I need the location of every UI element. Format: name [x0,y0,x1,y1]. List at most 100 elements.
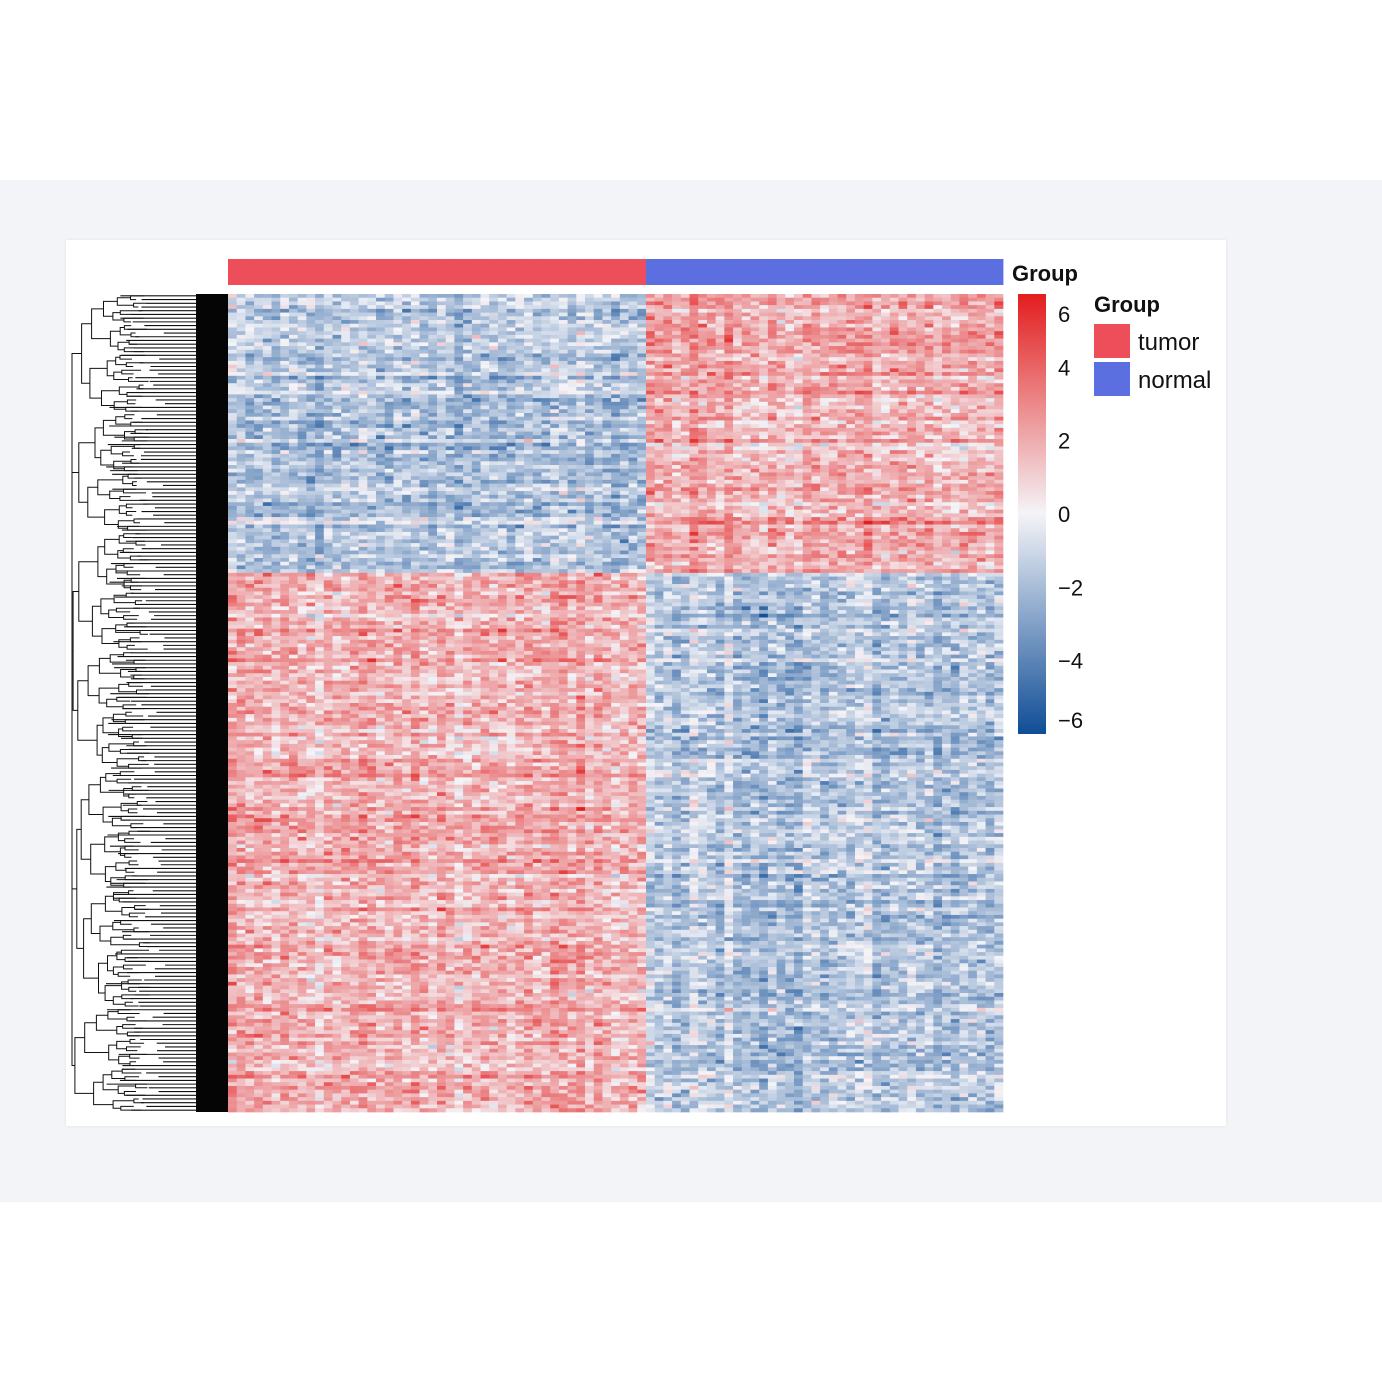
heatmap-cell [994,342,1004,347]
heatmap-cell [228,379,238,384]
heatmap-cell [428,327,438,332]
heatmap-cell [802,476,812,481]
heatmap-cell [245,372,255,377]
heatmap-cell [506,439,516,444]
heatmap-cell [428,364,438,369]
heatmap-cell [881,401,891,406]
heatmap-cell [245,427,255,432]
heatmap-cell [811,405,821,410]
heatmap-cell [541,297,551,302]
heatmap-cell [436,472,447,477]
heatmap-cell [585,312,595,317]
heatmap-cell [933,364,943,369]
heatmap-cell [506,453,516,458]
heatmap-cell [802,297,812,302]
heatmap-cell [558,379,568,384]
heatmap-cell [959,323,969,328]
heatmap-cell [645,446,656,451]
heatmap-cell [585,346,595,351]
heatmap-cell [384,320,394,325]
heatmap-cell [306,346,316,351]
heatmap-cell [854,327,865,332]
heatmap-cell [306,372,316,377]
heatmap-cell [907,420,917,425]
heatmap-cell [950,386,960,392]
heatmap-cell [881,468,891,473]
heatmap-cell [602,409,612,414]
heatmap-cell [323,442,333,447]
heatmap-cell [576,364,586,369]
dendrogram-branch [77,680,98,741]
heatmap-cell [924,446,934,451]
heatmap-cell [393,368,403,373]
heatmap-cell [837,308,847,313]
heatmap-cell [315,398,325,403]
heatmap-cell [663,476,673,481]
heatmap-cell [254,342,264,347]
heatmap-cell [288,305,299,310]
heatmap-cell [532,457,542,462]
annotation-cell-tumor [402,259,412,285]
heatmap-cell [463,294,473,299]
heatmap-cell [706,334,716,339]
heatmap-cell [402,379,412,384]
heatmap-cell [837,398,847,403]
heatmap-cell [410,360,420,365]
heatmap-cell [471,453,481,458]
dendrogram-branch [133,444,141,449]
heatmap-cell [802,409,812,414]
heatmap-cell [950,401,960,406]
heatmap-cell [933,457,943,462]
heatmap-cell [854,439,865,444]
heatmap-cell [463,364,473,369]
dendrogram-branch [109,490,124,499]
heatmap-cell [898,424,908,429]
heatmap-cell [454,427,464,432]
heatmap-cell [785,390,795,395]
heatmap-cell [645,334,656,339]
heatmap-cell [637,334,647,339]
heatmap-cell [889,424,899,429]
heatmap-cell [907,401,917,406]
heatmap-cell [306,386,316,392]
heatmap-cell [463,312,473,317]
heatmap-cell [663,416,673,421]
heatmap-cell [288,357,299,362]
heatmap-cell [680,294,690,299]
heatmap-cell [637,398,647,403]
heatmap-cell [376,416,386,421]
heatmap-cell [393,465,403,470]
heatmap-cell [550,386,560,392]
heatmap-cell [428,472,438,477]
heatmap-cell [811,327,821,332]
heatmap-cell [280,364,290,369]
heatmap-cell [254,427,264,432]
annotation-cell-normal [976,259,986,285]
heatmap-cell [480,379,490,384]
heatmap-cell [802,379,812,384]
heatmap-cell [854,383,865,388]
heatmap-cell [402,465,412,470]
heatmap-cell [637,294,647,299]
heatmap-cell [689,409,699,414]
heatmap-cell [367,394,377,399]
heatmap-cell [376,412,386,418]
heatmap-cell [419,334,429,339]
heatmap-cell [254,334,264,339]
dendrogram-branch [113,594,136,604]
heatmap-cell [828,342,838,347]
heatmap-cell [985,453,995,458]
heatmap-cell [532,394,542,399]
heatmap-cell [837,394,847,399]
heatmap-cell [802,320,812,325]
heatmap-cell [602,301,612,306]
heatmap-cell [724,420,734,425]
heatmap-cell [393,398,403,403]
heatmap-cell [898,301,908,306]
dendrogram-branch [124,853,138,858]
heatmap-cell [802,472,812,477]
heatmap-cell [532,375,542,380]
heatmap-cell [837,435,847,440]
heatmap-cell [228,342,238,347]
heatmap-cell [497,375,507,380]
